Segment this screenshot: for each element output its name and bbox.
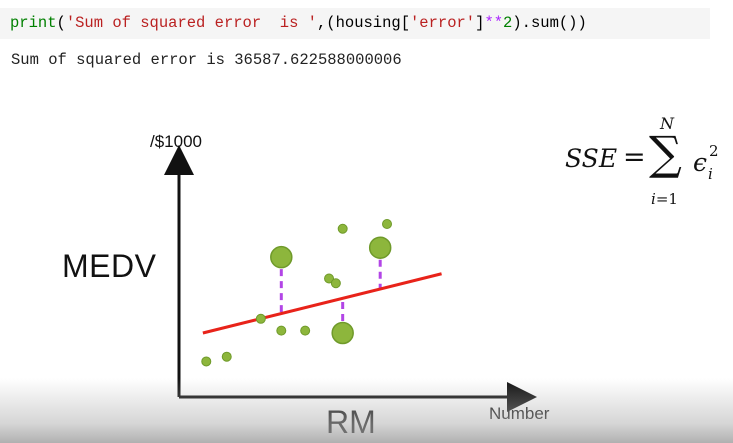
x-axis-label: RM — [326, 404, 376, 440]
formula-upper-limit: N — [660, 114, 674, 133]
code-token: 'Sum of squared error is ' — [65, 14, 317, 32]
data-point — [330, 278, 341, 289]
code-token: ,(housing[ — [316, 14, 410, 32]
formula-epsilon: ϵ — [693, 148, 708, 177]
formula-equals: = — [623, 142, 646, 173]
code-token: print — [10, 14, 57, 32]
data-point — [221, 351, 232, 362]
data-point — [300, 325, 311, 336]
formula-lower-var: i — [651, 190, 656, 208]
y-axis-unit: /$1000 — [150, 132, 202, 151]
cell-output: Sum of squared error is 36587.6225880000… — [11, 51, 402, 69]
code-token: ).sum()) — [512, 14, 587, 32]
code-token: 'error' — [410, 14, 476, 32]
summation-icon: ∑ — [649, 126, 682, 180]
data-point — [324, 273, 335, 284]
formula-lhs: SSE — [565, 144, 618, 173]
highlighted-data-point — [368, 236, 392, 259]
data-point — [337, 223, 348, 234]
formula-superscript: 2 — [709, 142, 719, 160]
y-axis-label: MEDV — [62, 248, 157, 284]
data-point — [276, 325, 287, 336]
formula-lower-limit: i=1 — [651, 190, 678, 208]
sse-formula: SSE = ∑ N i=1 ϵ 2 i — [565, 114, 725, 213]
x-axis-unit: Number — [489, 404, 550, 423]
highlighted-data-point — [331, 321, 354, 345]
code-token: 2 — [503, 14, 513, 32]
regression-line — [202, 272, 442, 335]
highlighted-data-point — [270, 245, 293, 269]
code-token: ( — [56, 14, 66, 32]
data-point — [382, 218, 393, 229]
data-point — [201, 356, 212, 367]
formula-lower-rest: =1 — [655, 190, 678, 208]
code-token: ] — [475, 14, 485, 32]
code-cell[interactable]: print('Sum of squared error is ',(housin… — [0, 8, 710, 39]
data-point — [255, 313, 266, 324]
formula-subscript: i — [708, 165, 713, 183]
code-token: ** — [484, 14, 504, 32]
